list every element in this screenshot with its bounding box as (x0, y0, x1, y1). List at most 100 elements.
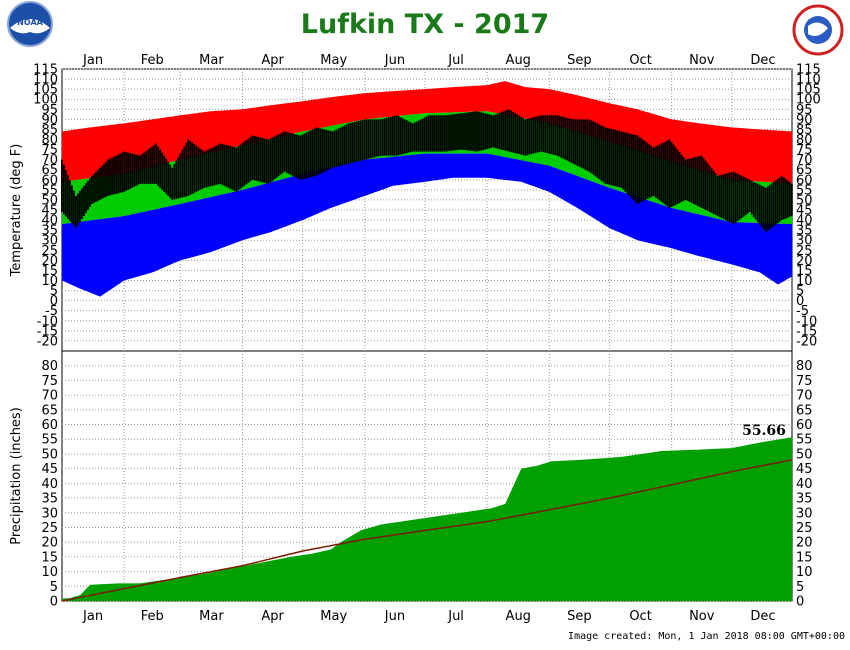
temperature-tick-label: 45 (41, 204, 58, 219)
temperature-tick-label: 75 (41, 143, 58, 158)
observed-temperature-bar (397, 116, 400, 156)
precipitation-tick-label: 30 (41, 506, 58, 521)
observed-temperature-bar (301, 134, 304, 180)
observed-temperature-bar (644, 141, 647, 200)
observed-temperature-bar (151, 146, 154, 184)
month-label: Mar (199, 609, 224, 624)
observed-temperature-bar (125, 152, 127, 191)
observed-temperature-bar (171, 167, 174, 200)
temperature-tick-label: 40 (796, 214, 813, 229)
observed-temperature-bar (149, 148, 152, 184)
temperature-y-ticks-right: -20-15-10-505101520253035404550556065707… (796, 63, 821, 350)
observed-temperature-bar (438, 115, 440, 152)
temperature-tick-label: 75 (796, 143, 813, 158)
temperature-tick-label: 30 (41, 234, 58, 249)
observed-temperature-bar (405, 120, 408, 154)
observed-temperature-bar (618, 130, 621, 188)
observed-temperature-bar (746, 178, 749, 214)
observed-temperature-bar (736, 173, 739, 221)
observed-temperature-bar (664, 141, 667, 205)
observed-temperature-bar (187, 139, 190, 196)
temperature-tick-label: -15 (37, 324, 58, 339)
temperature-tick-label: 20 (41, 254, 58, 269)
temperature-tick-label: 60 (796, 173, 813, 188)
observed-temperature-bar (395, 115, 398, 156)
observed-temperature-bar (494, 114, 496, 149)
observed-temperature-bar (772, 181, 775, 227)
observed-temperature-bar (698, 156, 701, 207)
temperature-tick-label: -20 (796, 334, 817, 349)
observed-temperature-bar (327, 130, 330, 170)
temperature-tick-label: 40 (41, 214, 58, 229)
observed-temperature-bar (670, 142, 673, 207)
observed-temperature-bar (315, 127, 318, 176)
month-label: May (320, 609, 347, 624)
observed-precipitation-area (62, 437, 792, 601)
precipitation-tick-label: 40 (41, 477, 58, 492)
temperature-tick-label: 20 (796, 254, 813, 269)
precipitation-areas (61, 437, 793, 602)
observed-temperature-bar (227, 145, 230, 188)
observed-temperature-bar (780, 175, 783, 221)
observed-temperature-bar (762, 186, 765, 230)
observed-temperature-bar (682, 157, 685, 201)
observed-temperature-bar (584, 119, 587, 170)
observed-temperature-bar (275, 135, 278, 178)
svg-text:NOAA: NOAA (17, 18, 43, 27)
observed-temperature-bar (375, 119, 378, 157)
observed-temperature-bar (79, 190, 81, 223)
observed-temperature-bar (586, 119, 589, 171)
temperature-tick-label: -5 (45, 304, 58, 319)
observed-temperature-bar (317, 127, 320, 175)
month-label: Apr (261, 53, 284, 68)
temperature-tick-label: 55 (41, 183, 58, 198)
observed-temperature-bar (656, 145, 659, 199)
observed-temperature-bar (251, 135, 254, 180)
observed-temperature-bar (612, 129, 615, 186)
observed-temperature-bar (333, 130, 336, 168)
observed-temperature-bar (774, 180, 777, 225)
precipitation-tick-label: 20 (41, 536, 58, 551)
observed-temperature-bar (261, 138, 264, 183)
observed-temperature-bar (536, 116, 539, 153)
observed-temperature-bar (311, 129, 314, 177)
observed-temperature-bar (167, 161, 170, 196)
month-label: Sep (567, 53, 592, 68)
observed-temperature-bar (75, 195, 77, 229)
observed-temperature-bar (532, 117, 535, 154)
observed-temperature-bar (710, 168, 713, 213)
observed-temperature-bar (197, 147, 200, 191)
temperature-tick-label: 110 (33, 73, 58, 88)
observed-temperature-bar (393, 115, 396, 156)
observed-temperature-bar (610, 128, 613, 186)
precipitation-tick-label: 75 (41, 374, 58, 389)
observed-temperature-bar (157, 146, 160, 186)
observed-temperature-bar (211, 147, 214, 186)
observed-temperature-bar (249, 137, 252, 182)
temperature-tick-label: 45 (796, 204, 813, 219)
temperature-tick-label: -15 (796, 324, 817, 339)
observed-temperature-bar (602, 126, 605, 183)
temperature-tick-label: 80 (796, 133, 813, 148)
observed-temperature-bar (620, 131, 623, 188)
observed-temperature-bar (652, 147, 655, 196)
precipitation-tick-label: 25 (41, 521, 58, 536)
observed-temperature-bar (209, 148, 212, 187)
precipitation-tick-label: 45 (41, 462, 58, 477)
precipitation-tick-label: 0 (50, 595, 58, 610)
temperature-tick-label: 110 (796, 73, 821, 88)
observed-temperature-bar (708, 165, 711, 212)
precipitation-tick-label: 65 (41, 403, 58, 418)
observed-temperature-bar (634, 135, 637, 202)
observed-temperature-bar (277, 134, 280, 177)
observed-temperature-bar (77, 193, 79, 226)
observed-temperature-bar (303, 133, 306, 179)
observed-temperature-bar (436, 115, 438, 152)
observed-temperature-bar (726, 173, 729, 221)
observed-temperature-bar (107, 159, 109, 196)
observed-temperature-bar (738, 174, 741, 220)
observed-temperature-bar (594, 122, 597, 177)
observed-temperature-bar (195, 145, 198, 192)
observed-temperature-bar (666, 140, 669, 207)
precipitation-tick-label: 30 (796, 506, 813, 521)
